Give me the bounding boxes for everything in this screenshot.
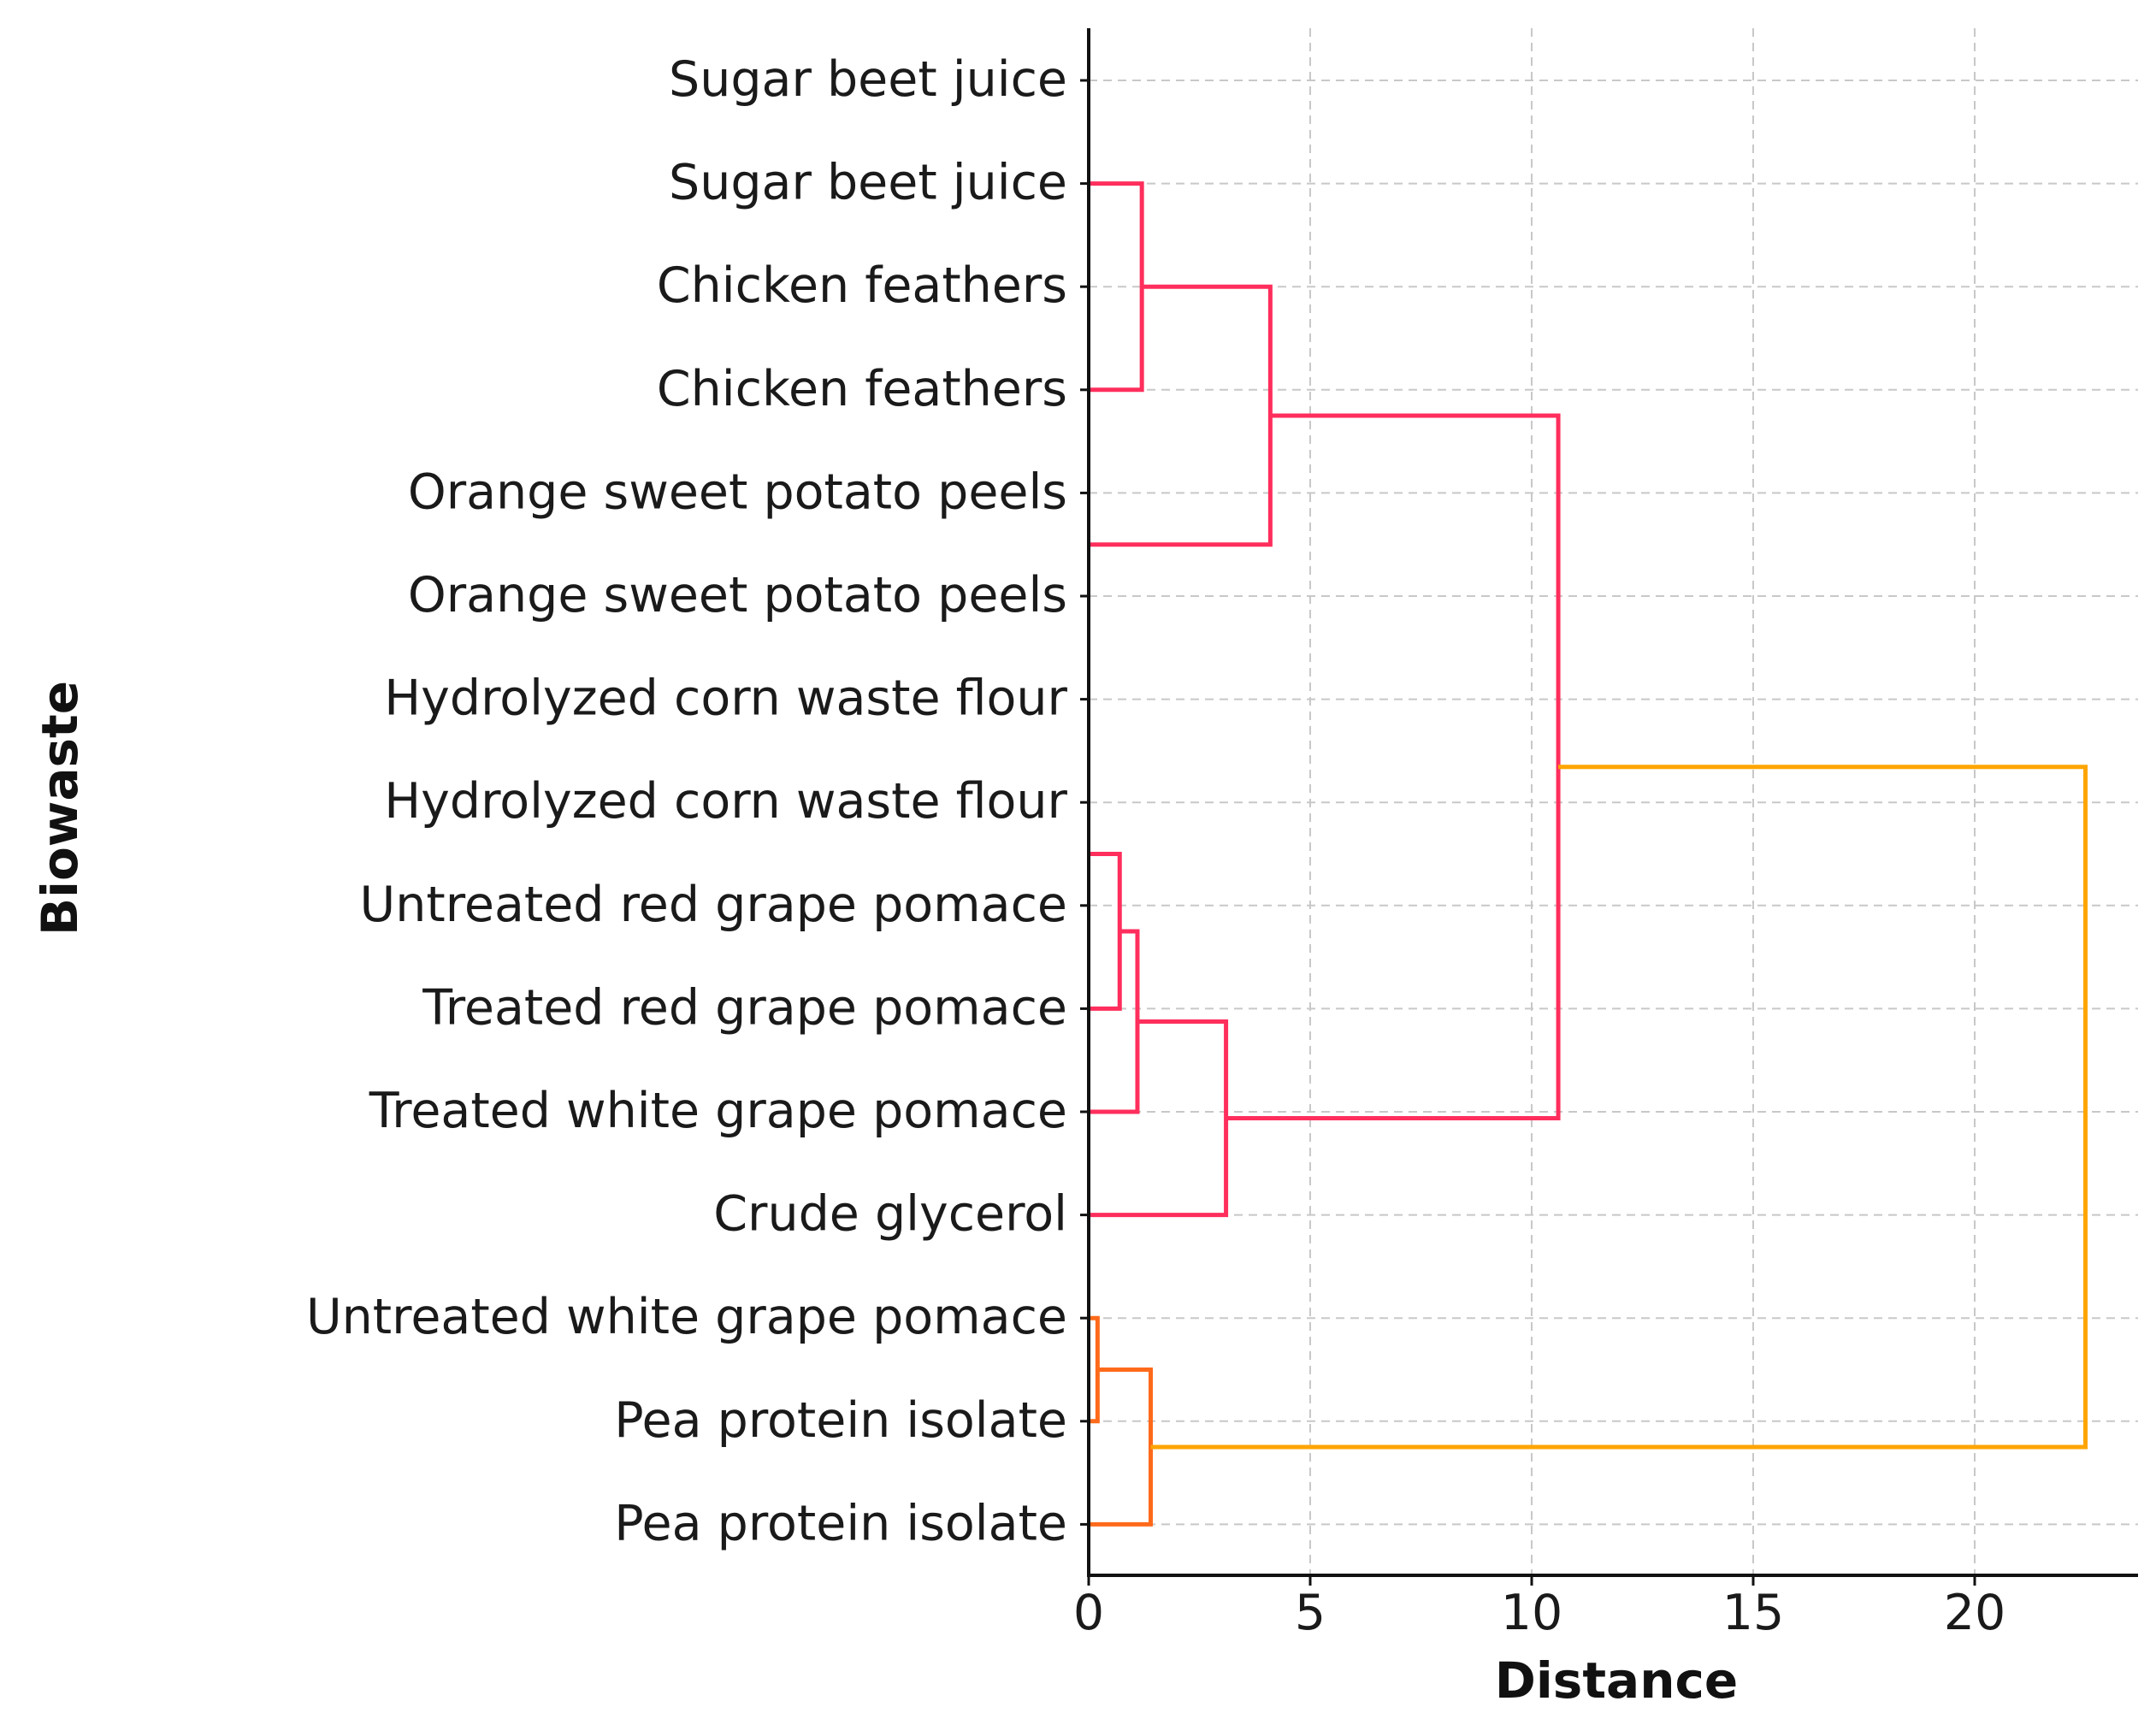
dendrogram-merge-5 xyxy=(1089,1019,1229,1218)
leaf-label: Orange sweet potato peels xyxy=(408,567,1067,623)
dendrogram-merge-9 xyxy=(1150,765,2088,1450)
leaf-label: Pea protein isolate xyxy=(614,1495,1067,1551)
y-axis-title: Biowaste xyxy=(31,681,89,936)
leaf-labels: Sugar beet juice Sugar beet juice Chicken … xyxy=(306,51,1089,1551)
x-tick-label: 15 xyxy=(1722,1585,1785,1641)
leaf-label: Treated red grape pomace xyxy=(422,979,1067,1036)
x-tick-label: 20 xyxy=(1944,1585,2006,1641)
dendrogram-merge-6 xyxy=(1226,413,1561,1121)
leaf-label: Treated white grape pomace xyxy=(369,1083,1067,1139)
leaf-label: Untreated red grape pomace xyxy=(360,877,1067,933)
leaf-label: Orange sweet potato peels xyxy=(408,464,1067,520)
x-ticks: 0 5 10 15 20 xyxy=(1073,1575,2005,1641)
x-tick-label: 5 xyxy=(1295,1585,1326,1641)
leaf-label: Hydrolyzed corn waste flour xyxy=(384,773,1067,830)
leaf-label: Untreated white grape pomace xyxy=(306,1289,1067,1345)
leaf-label: Hydrolyzed corn waste flour xyxy=(384,670,1067,727)
dendrogram-merge-4 xyxy=(1089,929,1140,1114)
x-axis-title: Distance xyxy=(1495,1651,1738,1710)
leaf-label: Pea protein isolate xyxy=(614,1392,1067,1449)
x-tick-label: 10 xyxy=(1501,1585,1563,1641)
dendrogram-merge-3 xyxy=(1089,852,1122,1011)
dendrogram-links xyxy=(1089,181,2088,1527)
leaf-label: Chicken feathers xyxy=(657,361,1067,417)
leaf-label: Sugar beet juice xyxy=(669,51,1067,108)
leaf-label: Chicken feathers xyxy=(657,257,1067,314)
dendrogram-merge-2 xyxy=(1089,284,1273,547)
x-tick-label: 0 xyxy=(1073,1585,1104,1641)
leaf-label: Crude glycerol xyxy=(713,1186,1067,1243)
grid xyxy=(1088,28,2138,1575)
leaf-label: Sugar beet juice xyxy=(669,155,1067,211)
